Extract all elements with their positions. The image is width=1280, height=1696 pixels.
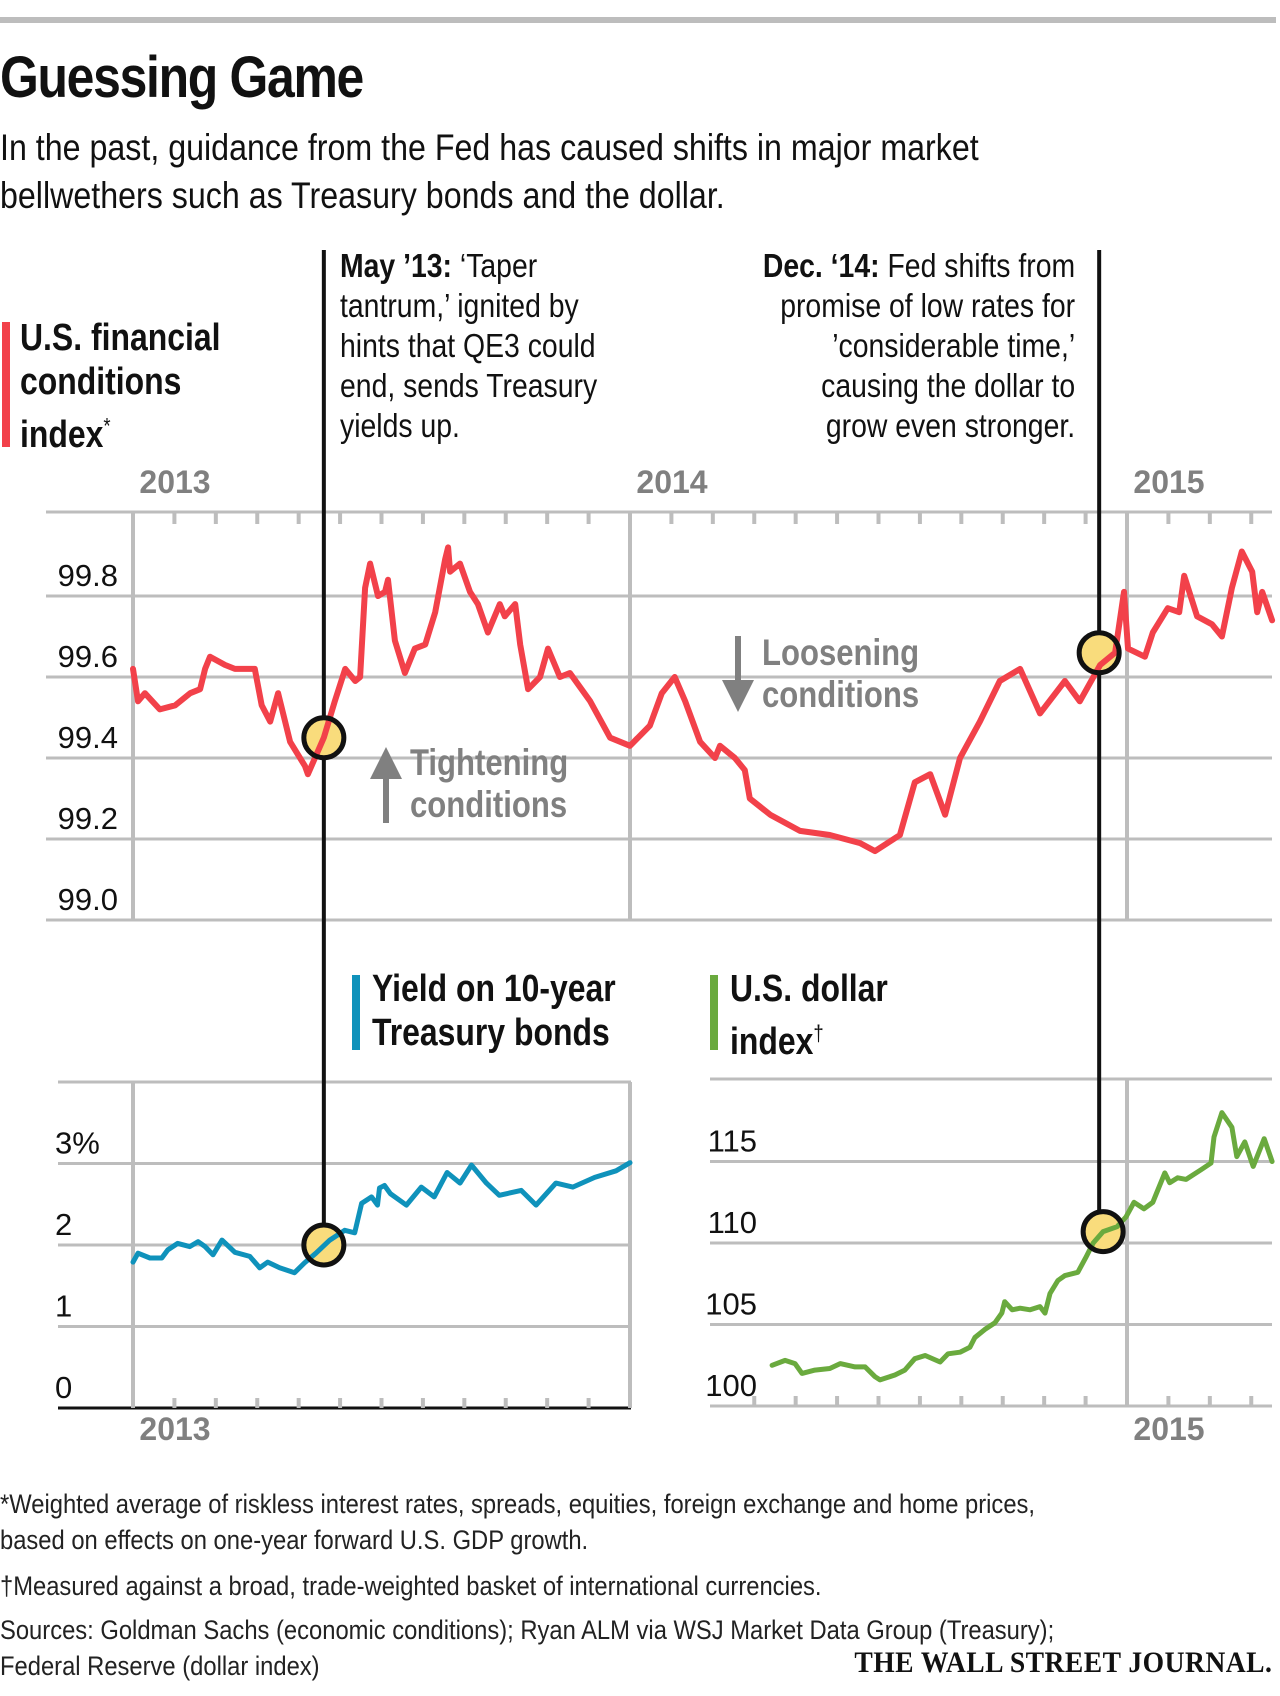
label-line: conditions (762, 674, 920, 715)
y-tick-label: 99.6 (58, 639, 118, 674)
label-line: Loosening (762, 632, 920, 673)
fci-legend-title: U.S. financial conditions index* (20, 316, 220, 457)
year-label: 2013 (139, 464, 210, 500)
fci-chart: 99.0 99.2 99.4 99.6 99.8 2013 2014 2015 (46, 464, 1276, 922)
annotation-line: Dec. ‘14: Fed shifts from (763, 246, 1075, 286)
legend-line: U.S. dollar (730, 968, 888, 1010)
dollar-series-line (769, 1110, 1275, 1383)
event-marker (1080, 1209, 1126, 1255)
legend-line: Yield on 10-year (372, 968, 616, 1010)
annotation-line: yields up. (340, 407, 460, 444)
y-tick-label: 100 (705, 1368, 757, 1403)
label-line: Tightening (410, 742, 569, 783)
fci-series-highlight (1081, 634, 1118, 671)
footnote-line: *Weighted average of riskless interest r… (0, 1489, 1036, 1519)
arrow-up-icon (368, 745, 404, 823)
dollar-series-highlight (1085, 1213, 1122, 1250)
year-label: 2015 (1133, 1411, 1204, 1447)
top-rule (0, 17, 1276, 23)
event-marker-fill (1079, 632, 1120, 673)
legend-line: U.S. financial (20, 317, 221, 359)
event-lines (301, 250, 1126, 1268)
y-tick-label: 2 (55, 1207, 72, 1242)
annotation-date: May ’13: (340, 247, 453, 284)
fci-legend-swatch (2, 322, 10, 447)
y-tick-label: 1 (55, 1289, 72, 1324)
yield-legend-swatch (352, 975, 360, 1050)
annotation-line: grow even stronger. (825, 407, 1075, 444)
wsj-credit-logo: THE WALL STREET JOURNAL. (853, 1646, 1272, 1679)
annotation-text: Fed shifts from (879, 247, 1075, 284)
y-tick-label: 0 (55, 1370, 72, 1405)
annotation-line: causing the dollar to (820, 367, 1075, 404)
subtitle-line: bellwethers such as Treasury bonds and t… (0, 175, 725, 216)
tightening-label: Tightening conditions (410, 742, 568, 826)
footnote-line: based on effects on one-year forward U.S… (0, 1525, 589, 1555)
y-tick-label: 110 (708, 1205, 757, 1240)
source-line: Federal Reserve (dollar index) (0, 1651, 320, 1681)
yield-chart: 0 1 2 3% 2013 (55, 1080, 633, 1447)
year-label: 2013 (139, 1411, 210, 1447)
footnote-marker: † (813, 1020, 824, 1045)
loosening-label: Loosening conditions (762, 632, 919, 716)
label-line: conditions (410, 784, 568, 825)
subtitle: In the past, guidance from the Fed has c… (0, 124, 979, 220)
page-title: Guessing Game (0, 45, 364, 110)
annotation-line: ’considerable time,’ (832, 327, 1075, 364)
source-line: Sources: Goldman Sachs (economic conditi… (0, 1615, 1055, 1645)
footnote-marker: * (103, 413, 111, 438)
fci-series-line (130, 544, 1276, 855)
y-tick-label: 3% (55, 1126, 100, 1161)
annotation-may-13: May ’13: ‘Taper tantrum,’ ignited by hin… (340, 246, 597, 446)
annotation-line: tantrum,’ ignited by (340, 287, 579, 324)
footnote-asterisk: *Weighted average of riskless interest r… (0, 1486, 1035, 1558)
annotation-text: ‘Taper (452, 247, 538, 284)
annotation-line: hints that QE3 could (340, 327, 596, 364)
year-label: 2014 (636, 464, 707, 500)
event-marker (1076, 630, 1122, 676)
legend-line: Treasury bonds (372, 1012, 610, 1054)
legend-line: conditions (20, 361, 182, 403)
legend-line: index* (20, 413, 111, 456)
y-tick-label: 99.4 (58, 720, 118, 755)
event-marker (301, 1222, 347, 1268)
arrow-down-icon (720, 636, 756, 714)
y-tick-label: 99.0 (58, 882, 118, 917)
legend-line: index† (730, 1020, 824, 1063)
y-tick-label: 115 (708, 1124, 757, 1159)
y-tick-label: 105 (705, 1287, 757, 1322)
fci-series-highlight (305, 719, 342, 756)
y-tick-label: 99.8 (58, 558, 118, 593)
annotation-line: promise of low rates for (780, 287, 1075, 324)
event-marker (301, 715, 347, 761)
annotation-line: May ’13: ‘Taper (340, 246, 597, 286)
annotation-line: end, sends Treasury (340, 367, 598, 404)
yield-series-line (130, 1160, 633, 1276)
yield-series-highlight (305, 1227, 342, 1263)
dollar-legend-swatch (710, 975, 718, 1050)
annotation-dec-14: Dec. ‘14: Fed shifts from promise of low… (763, 246, 1075, 446)
yield-legend-title: Yield on 10-year Treasury bonds (372, 967, 616, 1055)
subtitle-line: In the past, guidance from the Fed has c… (0, 127, 979, 168)
year-label: 2015 (1133, 464, 1204, 500)
dollar-chart: 100 105 110 115 2015 (705, 1077, 1275, 1447)
annotation-date: Dec. ‘14: (762, 247, 880, 284)
footnote-dagger: †Measured against a broad, trade-weighte… (0, 1571, 822, 1601)
y-tick-label: 99.2 (58, 801, 118, 836)
dollar-legend-title: U.S. dollar index† (730, 967, 888, 1064)
sources: Sources: Goldman Sachs (economic conditi… (0, 1612, 1054, 1684)
